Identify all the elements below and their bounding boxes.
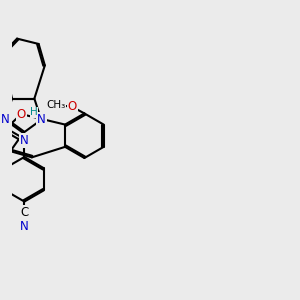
- Text: O: O: [68, 100, 77, 113]
- Text: N: N: [20, 220, 29, 232]
- Text: O: O: [16, 108, 26, 121]
- Text: N: N: [1, 113, 10, 126]
- Text: CH₃: CH₃: [46, 100, 65, 110]
- Text: N: N: [37, 113, 46, 126]
- Text: C: C: [20, 206, 28, 219]
- Text: H: H: [30, 107, 38, 117]
- Text: N: N: [20, 134, 29, 147]
